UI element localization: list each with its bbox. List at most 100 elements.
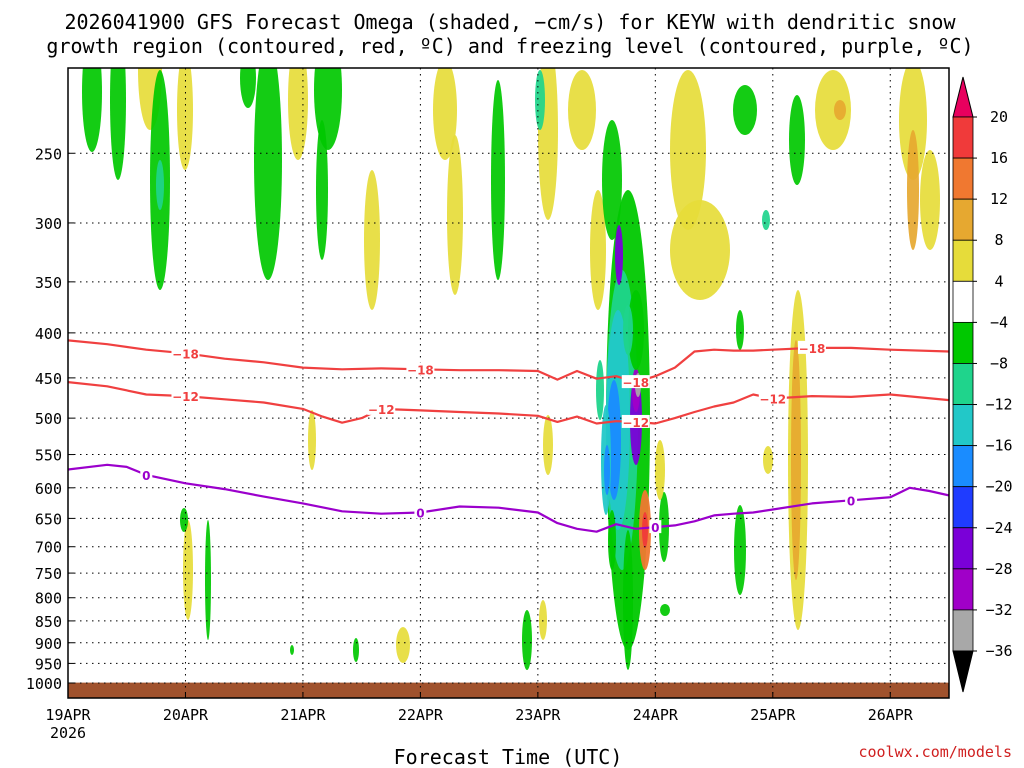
colorbar-cell: [952, 445, 974, 488]
omega-cell: [733, 85, 757, 135]
x-tick-label: 20APR: [163, 706, 209, 724]
colorbar-label: −36: [985, 642, 1012, 660]
colorbar-cell: [952, 609, 974, 652]
omega-cell: [177, 68, 193, 170]
omega-cell: [240, 68, 256, 108]
omega-cell: [590, 190, 606, 310]
colorbar: 20 16 12 8 4 −4 −8 −12 −16 −20 −24 −28 −32 −36: [952, 76, 1013, 693]
x-tick-label: 25APR: [750, 706, 796, 724]
contour-label: 0: [142, 469, 150, 483]
omega-core-cell: [623, 305, 633, 355]
contour-label: 0: [847, 494, 855, 508]
colorbar-label: 16: [990, 149, 1008, 167]
omega-cell: [834, 100, 846, 120]
contour-label-bg: [171, 389, 200, 403]
contour-line-0: [68, 339, 949, 384]
colorbar-label: 4: [994, 272, 1003, 290]
omega-cell: [254, 68, 282, 280]
ground-fill: [68, 682, 949, 698]
x-tick-sublabel: 2026: [50, 724, 86, 742]
chart-title-line-2: growth region (contoured, red, ºC) and f…: [46, 34, 973, 58]
omega-cell: [316, 120, 328, 260]
x-tick-label: 19APR: [45, 706, 91, 724]
y-tick-label: 650: [35, 510, 62, 528]
contour-label-bg: [367, 401, 396, 415]
credit-text: coolwx.com/models: [858, 743, 1012, 761]
contour-line-2: [68, 463, 949, 533]
contour-label: −18: [172, 347, 199, 361]
colorbar-bottom-arrow: [952, 650, 974, 693]
omega-cell: [789, 95, 805, 185]
omega-core-cell: [655, 440, 665, 500]
omega-cell: [670, 200, 730, 300]
omega-cell: [736, 310, 744, 350]
omega-cell: [602, 120, 622, 240]
x-tick-label: 23APR: [515, 706, 561, 724]
omega-cell: [290, 645, 294, 655]
omega-cell: [183, 520, 193, 620]
contour-label-bg: [171, 346, 200, 360]
omega-cell: [491, 80, 505, 280]
contour-label-bg: [758, 391, 787, 405]
colorbar-cell: [952, 527, 974, 570]
chart-title-line-1: 2026041900 GFS Forecast Omega (shaded, −…: [64, 10, 956, 34]
y-tick-label: 950: [35, 655, 62, 673]
omega-cell: [791, 340, 801, 580]
gridlines: [68, 68, 949, 698]
contour-label-bg: [797, 340, 826, 354]
omega-cell: [543, 415, 553, 475]
ground-terrain: [68, 682, 949, 698]
omega-cell: [433, 68, 457, 160]
colorbar-label: 12: [990, 190, 1008, 208]
omega-cell: [568, 70, 596, 150]
omega-cell: [180, 508, 188, 532]
omega-cell: [522, 610, 532, 670]
y-tick-label: 350: [35, 274, 62, 292]
y-tick-label: 850: [35, 613, 62, 631]
contour-label: 0: [416, 506, 424, 520]
contour-label: −18: [622, 376, 649, 390]
contour-label-bg: [845, 493, 858, 507]
plot-frame: [67, 67, 950, 699]
colorbar-cell: [952, 116, 974, 159]
omega-core-cell: [596, 360, 604, 420]
colorbar-cell: [952, 157, 974, 200]
colorbar-cell: [952, 404, 974, 447]
omega-cell: [762, 210, 770, 230]
colorbar-cell: [952, 239, 974, 282]
colorbar-cell: [952, 363, 974, 405]
y-tick-label: 800: [35, 590, 62, 608]
omega-cell: [364, 170, 380, 310]
contour-label: −12: [622, 416, 649, 430]
contour-label: −12: [172, 390, 199, 404]
y-tick-label: 550: [35, 447, 62, 465]
omega-cell: [538, 68, 558, 220]
y-tick-label: 450: [35, 370, 62, 388]
omega-cell: [899, 68, 927, 180]
omega-cell: [156, 160, 164, 210]
contour-label-bg: [406, 362, 435, 376]
omega-core-cell: [623, 530, 633, 670]
contour-label: −18: [799, 342, 826, 356]
contour-label: −18: [407, 363, 434, 377]
contour-label: −12: [759, 393, 786, 407]
omega-cell: [353, 638, 359, 662]
y-tick-label: 700: [35, 539, 62, 557]
contour-label: −12: [368, 403, 395, 417]
contour-label-bg: [621, 414, 650, 428]
omega-cell: [763, 446, 773, 474]
omega-cell: [205, 520, 211, 640]
colorbar-label: −16: [985, 437, 1012, 455]
omega-core-cell: [628, 290, 644, 370]
y-tick-label: 1000: [26, 675, 62, 693]
y-tick-label: 300: [35, 215, 62, 233]
y-tick-label: 400: [35, 325, 62, 343]
omega-cell: [396, 627, 410, 663]
colorbar-label: −8: [990, 354, 1008, 372]
colorbar-cell: [952, 486, 974, 529]
x-tick-label: 26APR: [868, 706, 914, 724]
omega-core-cell: [604, 445, 610, 495]
contour-label-bg: [414, 505, 427, 519]
